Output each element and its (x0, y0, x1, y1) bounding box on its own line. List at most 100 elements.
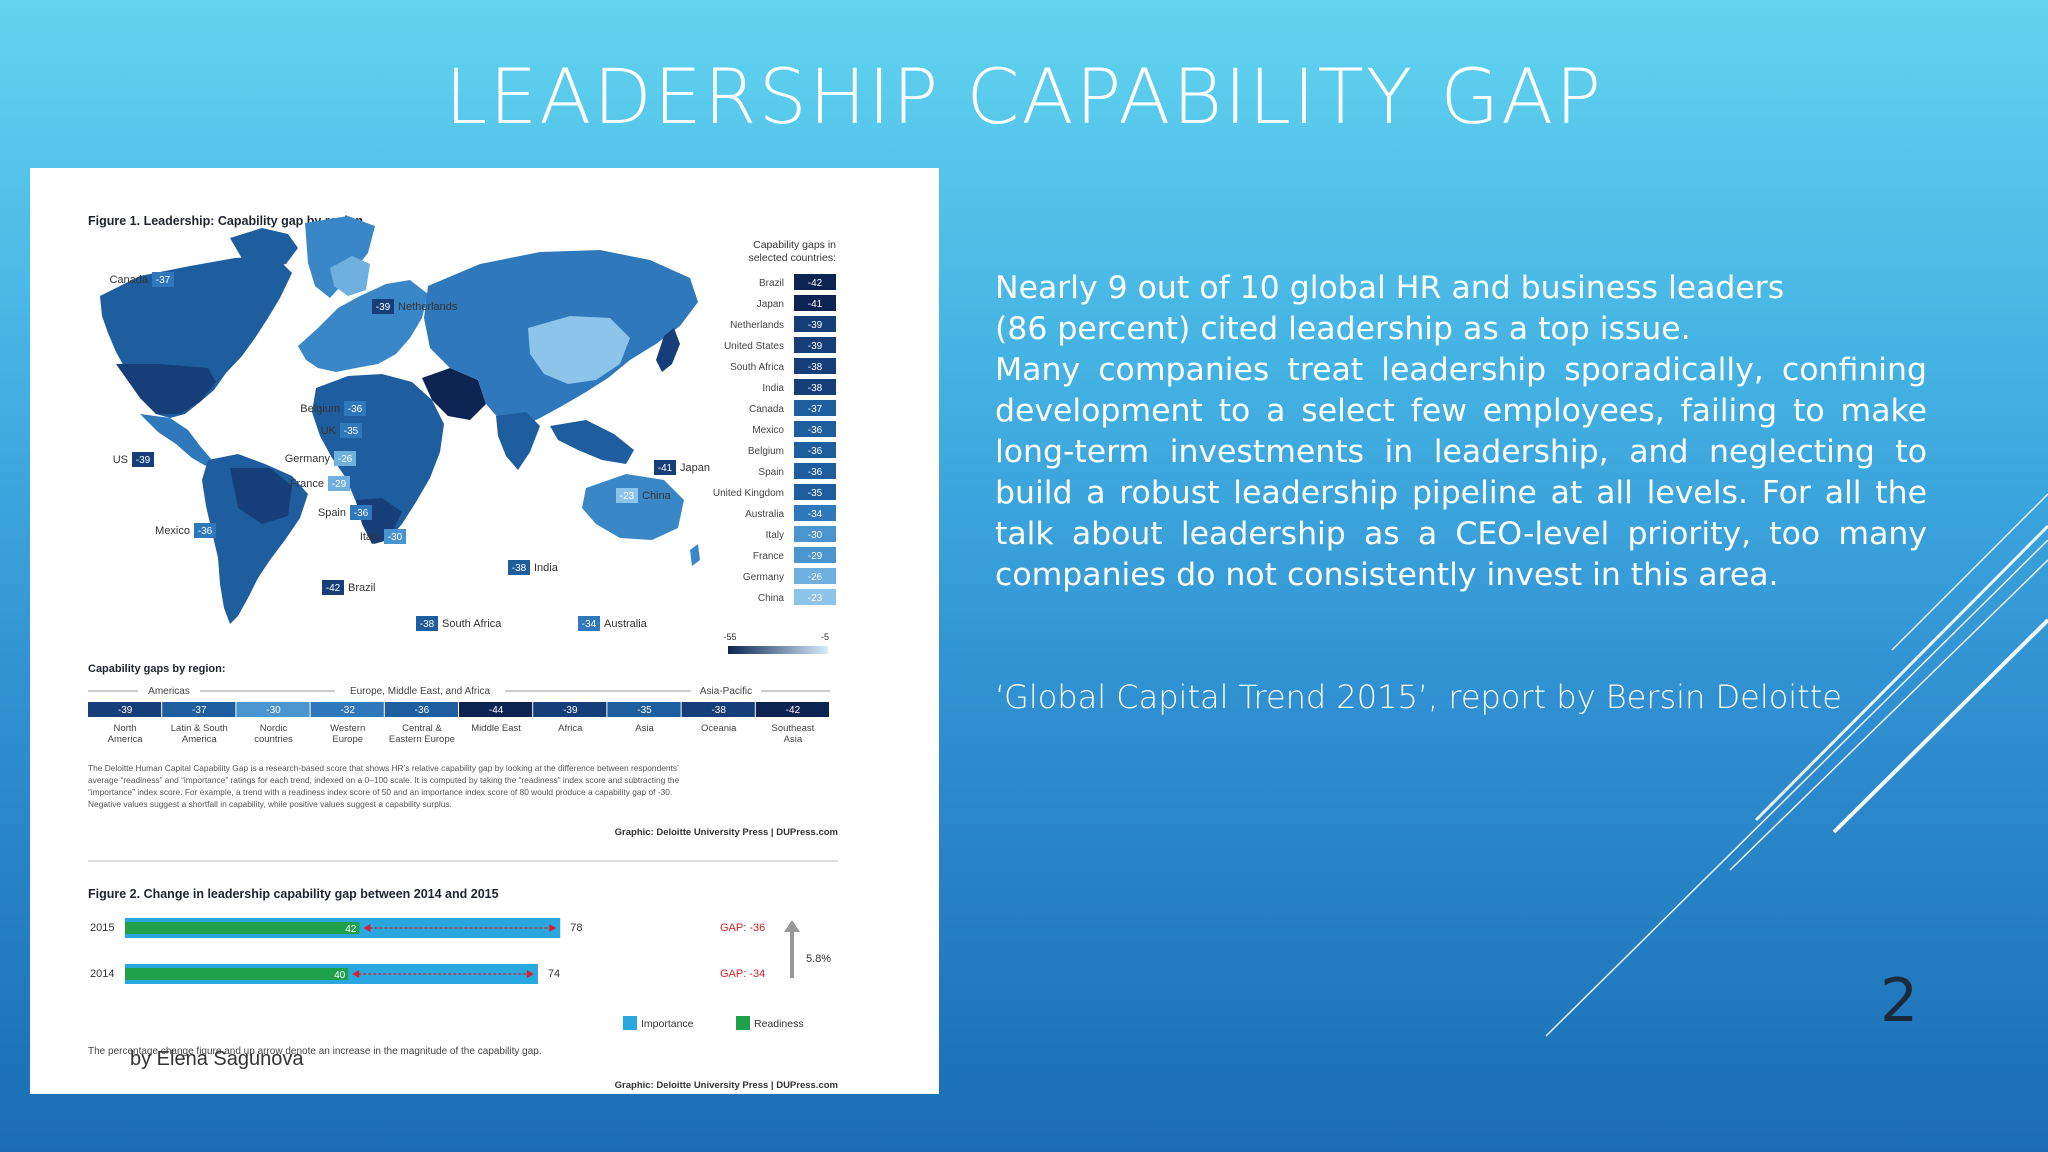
svg-text:-36: -36 (198, 526, 213, 537)
world-map (100, 216, 700, 624)
map-label-france: France -29 (290, 476, 350, 491)
map-label-germany: Germany -26 (285, 451, 356, 466)
bar-importance-label: 78 (570, 922, 582, 934)
bar-readiness-label: 40 (334, 970, 346, 981)
svg-text:Japan: Japan (757, 299, 784, 310)
map-label-italy: Italy -30 (360, 529, 406, 544)
map-central-america (140, 414, 212, 466)
svg-text:Africa: Africa (558, 723, 583, 734)
map-labels: Canada -37 -39 Netherlands Belgium -36 UK -3… (109, 272, 710, 631)
svg-text:“importance” index score. For: “importance” index score. For example, a… (88, 787, 672, 797)
svg-text:Capability gaps in: Capability gaps in (753, 239, 836, 251)
svg-text:Eastern Europe: Eastern Europe (389, 734, 455, 745)
gap-arrowhead-left (352, 970, 360, 978)
svg-text:Netherlands: Netherlands (730, 320, 784, 331)
svg-text:average “readiness” and “impor: average “readiness” and “importance” rat… (88, 775, 680, 785)
region-cell: -35 Asia (607, 702, 681, 734)
map-europe (298, 280, 428, 372)
map-greenland (305, 216, 375, 298)
map-southeast-asia (550, 420, 634, 464)
region-groups: Americas Europe, Middle East, and Africa… (88, 683, 830, 697)
map-label-spain: Spain -36 (318, 505, 372, 520)
map-india (496, 412, 540, 470)
svg-text:Nordic: Nordic (260, 723, 288, 734)
svg-text:-39: -39 (808, 341, 823, 352)
svg-text:Canada: Canada (109, 274, 148, 286)
svg-text:Negative values suggest a shor: Negative values suggest a shortfall in c… (88, 799, 452, 809)
svg-text:-26: -26 (338, 454, 353, 465)
svg-text:UK: UK (321, 425, 337, 437)
regions-title: Capability gaps by region: (88, 663, 226, 675)
svg-text:-30: -30 (808, 530, 823, 541)
gap-arrowhead-right (549, 924, 557, 932)
figure2-chart: 2015 42 78 GAP: -36 2014 40 74 GAP: -34 5.8% Impo… (90, 918, 831, 1030)
change-label: 5.8% (806, 953, 831, 965)
svg-text:-30: -30 (388, 532, 403, 543)
svg-text:-29: -29 (808, 551, 823, 562)
svg-text:Mexico: Mexico (155, 525, 190, 537)
svg-text:South Africa: South Africa (730, 362, 784, 373)
svg-text:The Deloitte Human Capital Cap: The Deloitte Human Capital Capability Ga… (88, 763, 679, 773)
svg-text:-37: -37 (192, 705, 207, 716)
figure1-title: Figure 1. Leadership: Capability gap by … (88, 214, 363, 228)
svg-text:Italy: Italy (766, 530, 784, 541)
svg-text:China: China (642, 490, 672, 502)
legend-row: Brazil -42 (759, 274, 836, 290)
body-line-1: Nearly 9 out of 10 global HR and busines… (995, 270, 1785, 306)
page-number: 2 (1880, 966, 1919, 1036)
bar-readiness (125, 922, 360, 934)
svg-text:-30: -30 (266, 705, 281, 716)
svg-text:Europe: Europe (332, 734, 363, 745)
svg-text:-29: -29 (332, 479, 347, 490)
svg-text:-32: -32 (340, 705, 355, 716)
svg-text:Latin & South: Latin & South (171, 723, 228, 734)
chart-category-label: 2014 (90, 968, 114, 980)
svg-text:-35: -35 (808, 488, 823, 499)
chart-credit: Graphic: Deloitte University Press | DUP… (615, 1080, 838, 1091)
svg-text:-38: -38 (711, 705, 726, 716)
svg-text:Germany: Germany (743, 572, 784, 583)
region-cell: -38 Oceania (681, 702, 755, 734)
map-middle-east (422, 368, 486, 420)
svg-text:-36: -36 (808, 467, 823, 478)
increase-arrowhead (784, 920, 800, 932)
svg-text:-42: -42 (326, 583, 341, 594)
map-label-china: -23 China (616, 488, 672, 503)
svg-text:-35: -35 (637, 705, 652, 716)
region-cell: -39 Africa (533, 702, 607, 734)
svg-text:Central &: Central & (402, 723, 442, 734)
svg-text:-39: -39 (808, 320, 823, 331)
svg-text:Asia-Pacific: Asia-Pacific (700, 686, 752, 697)
svg-text:-36: -36 (354, 508, 369, 519)
svg-text:Canada: Canada (749, 404, 784, 415)
map-label-us: US -39 (113, 452, 154, 467)
bar-importance-label: 74 (548, 968, 560, 980)
svg-text:-41: -41 (658, 463, 673, 474)
svg-text:Mexico: Mexico (752, 425, 784, 436)
svg-text:-41: -41 (808, 299, 823, 310)
svg-text:America: America (108, 734, 144, 745)
svg-text:-39: -39 (136, 455, 151, 466)
legend-row: China -23 (758, 589, 836, 605)
map-label-canada: Canada -37 (109, 272, 174, 287)
chart-note: The percentage change figure and up arro… (88, 1046, 542, 1057)
gap-arrowhead-right (526, 970, 534, 978)
svg-text:America: America (182, 734, 218, 745)
legend-row: India -38 (762, 379, 836, 395)
svg-text:-39: -39 (376, 302, 391, 313)
svg-text:-34: -34 (808, 509, 823, 520)
svg-text:Australia: Australia (604, 618, 648, 630)
chart-category-label: 2015 (90, 922, 114, 934)
svg-text:India: India (534, 562, 559, 574)
map-label-australia: -34 Australia (578, 616, 648, 631)
figure-svg: Figure 1. Leadership: Capability gap by … (88, 214, 838, 1091)
legend-readiness-label: Readiness (754, 1018, 804, 1030)
svg-text:India: India (762, 383, 784, 394)
map-japan (656, 328, 680, 372)
svg-text:Brazil: Brazil (759, 278, 784, 289)
gap-arrowhead-left (363, 924, 371, 932)
